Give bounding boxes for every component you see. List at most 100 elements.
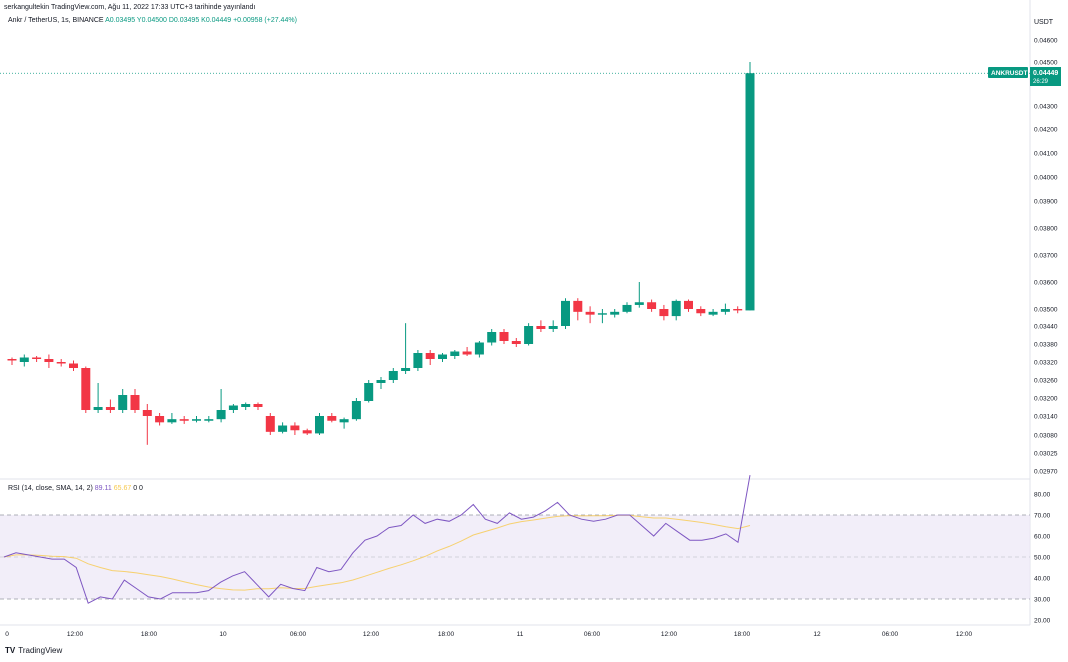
candle-body bbox=[167, 419, 177, 423]
price-tag-value: 0.04449 bbox=[1033, 70, 1058, 77]
candle-body bbox=[647, 302, 657, 309]
candle-body bbox=[634, 302, 644, 305]
price-tick: 0.04300 bbox=[1034, 104, 1058, 111]
time-tick: 10 bbox=[219, 631, 227, 638]
price-tick: 0.03260 bbox=[1034, 378, 1058, 385]
time-tick: 06:00 bbox=[290, 631, 307, 638]
price-tick: 0.04100 bbox=[1034, 151, 1058, 158]
symbol-legend: Ankr / TetherUS, 1s, BINANCE A0.03495 Y0… bbox=[8, 17, 297, 24]
candle-body bbox=[487, 332, 497, 343]
rsi-legend-sma: 65.67 bbox=[113, 485, 132, 492]
rsi-legend-extra: 0 0 bbox=[133, 485, 143, 492]
candle-body bbox=[524, 326, 534, 344]
candle-body bbox=[720, 309, 730, 312]
symbol-name[interactable]: Ankr / TetherUS, 1s, BINANCE bbox=[8, 17, 104, 24]
time-tick: 12 bbox=[813, 631, 821, 638]
candle-body bbox=[561, 300, 570, 326]
rsi-legend-title[interactable]: RSI (14, close, SMA, 14, 2) bbox=[8, 485, 93, 492]
price-tick: 0.03200 bbox=[1034, 396, 1058, 403]
candles-group bbox=[7, 62, 755, 445]
ohlc-values: A0.03495 Y0.04500 D0.03495 K0.04449 +0.0… bbox=[105, 17, 297, 24]
candle-body bbox=[671, 300, 681, 317]
price-tick: 0.03320 bbox=[1034, 360, 1058, 367]
candle-body bbox=[573, 300, 583, 312]
candle-body bbox=[93, 407, 103, 410]
rsi-legend: RSI (14, close, SMA, 14, 2) 89.11 65.67 … bbox=[8, 485, 143, 492]
symbol-tag-text: ANKRUSDT bbox=[991, 70, 1028, 77]
candle-body bbox=[548, 326, 558, 329]
candle-body bbox=[745, 73, 755, 311]
time-tick: 18:00 bbox=[734, 631, 751, 638]
candle-body bbox=[511, 341, 521, 344]
candle-body bbox=[536, 326, 546, 329]
candle-body bbox=[597, 313, 607, 315]
candle-body bbox=[56, 362, 66, 364]
price-tick: 0.03500 bbox=[1034, 307, 1058, 314]
candle-body bbox=[44, 359, 54, 362]
time-axis[interactable]: 0 12:00 18:00 10 06:00 12:00 18:00 11 06:00 12:00… bbox=[5, 631, 972, 638]
price-tick: 0.03080 bbox=[1034, 433, 1058, 440]
symbol-tag bbox=[988, 67, 1028, 78]
price-tick: 0.04000 bbox=[1034, 175, 1058, 182]
candle-body bbox=[105, 407, 115, 410]
time-tick: 18:00 bbox=[141, 631, 158, 638]
candle-body bbox=[499, 332, 509, 341]
candle-body bbox=[278, 425, 288, 432]
candle-body bbox=[339, 419, 349, 423]
candle-body bbox=[388, 371, 398, 380]
price-tick: 0.04200 bbox=[1034, 127, 1058, 134]
time-tick: 12:00 bbox=[956, 631, 973, 638]
candle-body bbox=[585, 311, 595, 315]
price-tick: 0.03700 bbox=[1034, 253, 1058, 260]
candle-body bbox=[425, 353, 435, 359]
rsi-axis[interactable]: 80.00 70.00 60.00 50.00 40.00 30.00 20.00 bbox=[1034, 492, 1051, 625]
time-tick: 12:00 bbox=[363, 631, 380, 638]
candle-body bbox=[684, 300, 693, 309]
candle-body bbox=[327, 416, 337, 421]
publish-info: serkangultekin TradingView.com, Ağu 11, … bbox=[4, 4, 256, 11]
price-axis[interactable]: 0.04600 0.04500 0.04300 0.04200 0.04100 0.040… bbox=[1034, 38, 1058, 476]
candle-body bbox=[610, 311, 620, 315]
price-axis-unit: USDT bbox=[1034, 19, 1054, 26]
tradingview-brand[interactable]: TV TradingView bbox=[5, 646, 62, 655]
candle-body bbox=[401, 368, 411, 371]
time-tick: 06:00 bbox=[584, 631, 601, 638]
candle-body bbox=[413, 353, 423, 368]
candle-body bbox=[462, 351, 472, 355]
rsi-tick: 20.00 bbox=[1034, 618, 1051, 625]
price-tick: 0.03380 bbox=[1034, 342, 1058, 349]
rsi-tick: 60.00 bbox=[1034, 534, 1051, 541]
candle-body bbox=[696, 309, 706, 314]
candle-body bbox=[438, 354, 447, 359]
time-tick: 18:00 bbox=[438, 631, 455, 638]
candle-body bbox=[622, 304, 632, 312]
candle-body bbox=[351, 401, 361, 420]
candle-body bbox=[659, 309, 669, 317]
price-tick: 0.04600 bbox=[1034, 38, 1058, 45]
candle-body bbox=[19, 357, 29, 362]
rsi-legend-value: 89.11 bbox=[94, 485, 112, 492]
candle-body bbox=[142, 410, 152, 416]
candle-body bbox=[733, 309, 743, 311]
candle-body bbox=[69, 363, 78, 368]
price-tick: 0.03140 bbox=[1034, 414, 1058, 421]
candle-body bbox=[302, 430, 312, 434]
candle-body bbox=[192, 419, 201, 421]
candle-body bbox=[81, 368, 91, 410]
candle-body bbox=[155, 416, 165, 423]
price-tick: 0.03025 bbox=[1034, 451, 1058, 458]
time-tick: 11 bbox=[517, 631, 524, 638]
price-tick: 0.03440 bbox=[1034, 324, 1058, 331]
candle-body bbox=[7, 359, 17, 361]
candle-body bbox=[474, 342, 484, 355]
rsi-tick: 40.00 bbox=[1034, 576, 1051, 583]
rsi-tick: 70.00 bbox=[1034, 513, 1051, 520]
candle-body bbox=[364, 383, 374, 401]
time-tick: 0 bbox=[5, 631, 9, 638]
candle-body bbox=[708, 311, 718, 315]
price-tag-countdown: 26:29 bbox=[1033, 79, 1049, 85]
candle-body bbox=[265, 416, 275, 432]
candle-body bbox=[228, 405, 238, 410]
candle-body bbox=[290, 425, 300, 431]
